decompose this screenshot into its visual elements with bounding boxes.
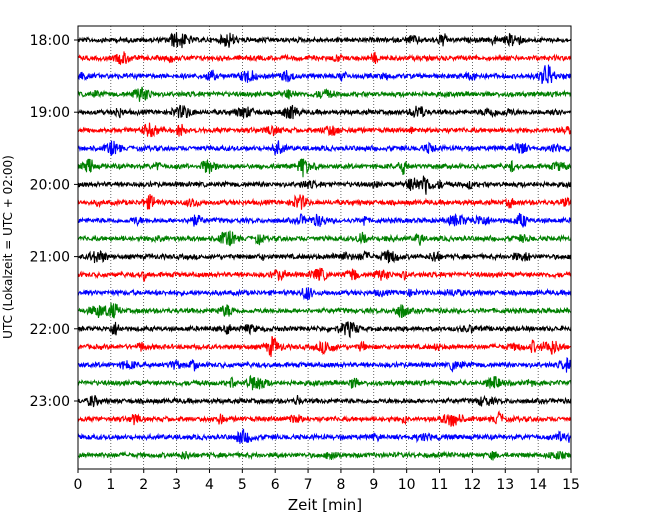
trace-5 bbox=[77, 122, 572, 138]
trace-14 bbox=[77, 287, 572, 302]
x-tick-label-0: 0 bbox=[74, 477, 83, 493]
x-tick-label-1: 1 bbox=[106, 477, 115, 493]
trace-1 bbox=[77, 51, 572, 66]
trace-0 bbox=[77, 32, 572, 49]
plot-frame bbox=[77, 25, 572, 470]
trace-22 bbox=[77, 428, 572, 444]
y-tick-label-19:00: 19:00 bbox=[30, 105, 70, 121]
trace-19 bbox=[77, 374, 572, 391]
y-tick-label-21:00: 21:00 bbox=[30, 250, 70, 266]
y-axis-label: UTC (Lokalzeit = UTC + 02:00) bbox=[1, 155, 15, 339]
x-tick-label-9: 9 bbox=[369, 477, 378, 493]
x-tick-label-6: 6 bbox=[271, 477, 280, 493]
y-tick-label-18:00: 18:00 bbox=[30, 33, 70, 49]
trace-3 bbox=[77, 86, 572, 102]
x-ticks: 0 1 2 3 4 5 6 7 8 9 10 11 12 13 14 15 bbox=[74, 469, 580, 493]
trace-21 bbox=[77, 410, 572, 427]
y-tick-label-20:00: 20:00 bbox=[30, 177, 70, 193]
trace-15 bbox=[77, 302, 572, 319]
trace-12 bbox=[77, 249, 572, 264]
x-axis-label: Zeit [min] bbox=[288, 496, 362, 514]
trace-17 bbox=[77, 336, 572, 358]
x-tick-label-12: 12 bbox=[463, 477, 481, 493]
trace-9 bbox=[77, 193, 572, 210]
x-tick-label-11: 11 bbox=[431, 477, 449, 493]
x-tick-label-2: 2 bbox=[139, 477, 148, 493]
y-tick-label-23:00: 23:00 bbox=[30, 394, 70, 410]
y-ticks: 18:00 19:00 20:00 21:00 22:00 23:00 bbox=[30, 33, 78, 410]
traces bbox=[77, 32, 572, 461]
trace-6 bbox=[77, 140, 572, 157]
trace-11 bbox=[77, 230, 572, 247]
trace-18 bbox=[77, 357, 572, 373]
x-tick-label-14: 14 bbox=[529, 477, 547, 493]
trace-2 bbox=[77, 64, 572, 85]
x-tick-label-5: 5 bbox=[238, 477, 247, 493]
trace-10 bbox=[77, 212, 572, 228]
x-tick-label-8: 8 bbox=[336, 477, 345, 493]
trace-16 bbox=[77, 321, 572, 339]
trace-20 bbox=[77, 394, 572, 408]
x-tick-label-10: 10 bbox=[398, 477, 416, 493]
trace-23 bbox=[77, 450, 572, 461]
y-tick-label-22:00: 22:00 bbox=[30, 322, 70, 338]
trace-4 bbox=[77, 104, 572, 120]
trace-7 bbox=[77, 158, 572, 178]
x-tick-label-15: 15 bbox=[562, 477, 580, 493]
x-tick-label-7: 7 bbox=[304, 477, 313, 493]
x-grid bbox=[110, 26, 539, 469]
x-tick-label-13: 13 bbox=[496, 477, 514, 493]
trace-8 bbox=[77, 175, 572, 195]
x-tick-label-3: 3 bbox=[172, 477, 181, 493]
x-tick-label-4: 4 bbox=[205, 477, 214, 493]
trace-13 bbox=[77, 267, 572, 283]
